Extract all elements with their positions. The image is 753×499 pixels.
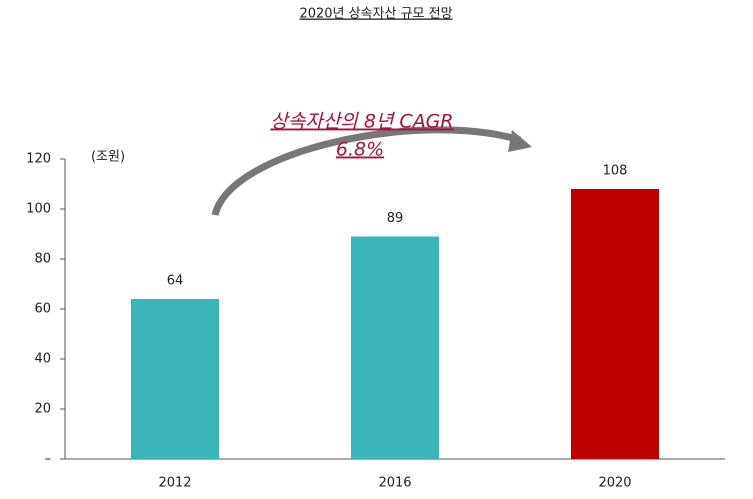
chart-title: 2020년 상속자산 규모 전망 (299, 7, 452, 22)
data-label: 89 (387, 211, 404, 226)
bar (571, 189, 659, 459)
y-tick-label: – (45, 452, 52, 467)
annotation: 6.8% (336, 139, 384, 161)
unit-label: (조원) (91, 150, 125, 165)
y-tick-label: 100 (26, 202, 51, 217)
x-tick-label: 2016 (378, 476, 411, 491)
data-label: 64 (167, 274, 184, 289)
data-label: 108 (603, 164, 628, 179)
annotation: 상속자산의 8년 CAGR (270, 111, 453, 133)
y-tick-label: 120 (26, 152, 51, 167)
y-tick-label: 60 (34, 302, 51, 317)
x-tick-label: 2020 (598, 476, 631, 491)
arrow-head (508, 130, 532, 152)
y-tick-label: 80 (34, 252, 51, 267)
arrow (211, 126, 522, 217)
bar (351, 236, 439, 459)
y-tick-label: 20 (34, 402, 51, 417)
x-tick-label: 2012 (158, 476, 191, 491)
bar (131, 299, 219, 459)
y-tick-label: 40 (34, 352, 51, 367)
